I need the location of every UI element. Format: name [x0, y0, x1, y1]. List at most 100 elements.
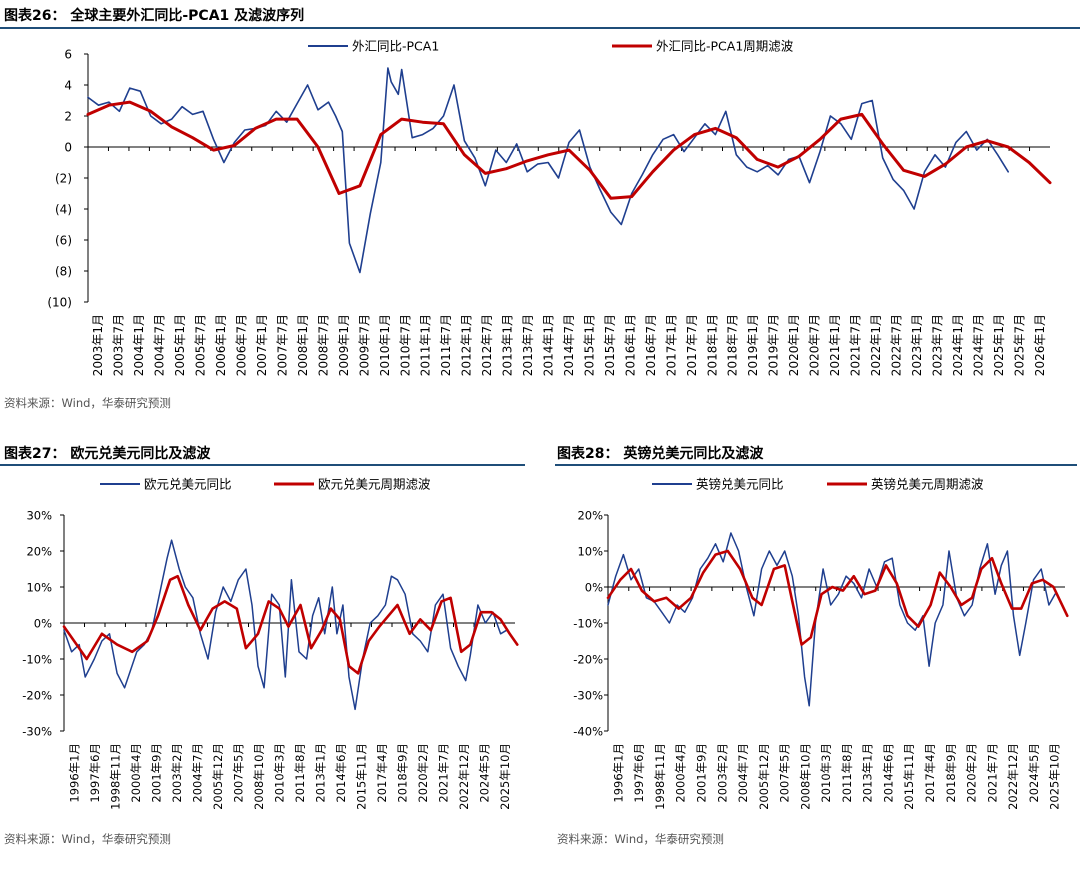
x-tick-label: 2008年7月 — [316, 314, 330, 376]
y-tick-label: (8) — [55, 265, 72, 279]
eur-usd-chart: 欧元兑美元同比 欧元兑美元周期滤波 30% 20% 10% 0% -10% -20% -30% 1… — [22, 477, 519, 810]
x-tick-label: 2001年9月 — [149, 743, 163, 803]
x-tick-label: 2015年1月 — [582, 314, 596, 376]
legend-label: 外汇同比-PCA1周期滤波 — [656, 39, 794, 54]
x-tick-label: 2014年6月 — [881, 743, 895, 803]
x-tick-label: 2011年8月 — [293, 743, 307, 803]
y-tick-label: (4) — [55, 203, 72, 217]
x-tick-label: 1996年1月 — [611, 743, 625, 803]
x-tick-label: 2025年10月 — [498, 743, 512, 810]
x-tick-label: 2020年2月 — [416, 743, 430, 803]
x-tick-label: 2012年1月 — [460, 314, 474, 376]
x-tick-label: 2016年1月 — [623, 314, 637, 376]
y-tick-label: 0 — [64, 141, 72, 155]
x-tick-label: 2003年2月 — [715, 743, 729, 803]
x-tick-label: 2021年1月 — [828, 314, 842, 376]
x-tick-label: 2025年10月 — [1048, 743, 1062, 810]
y-tick-label: 20% — [26, 545, 52, 559]
x-tick-label: 2003年1月 — [91, 314, 105, 376]
series-line-actual — [607, 532, 1056, 707]
x-tick-label: 2007年5月 — [231, 743, 245, 803]
y-tick-label: -40% — [573, 725, 603, 739]
x-tick-label: 2024年7月 — [971, 314, 985, 376]
y-tick-label: 0% — [34, 617, 52, 631]
x-tick-label: 2024年1月 — [951, 314, 965, 376]
title-rule — [0, 464, 525, 466]
x-tick-label: 2010年7月 — [398, 314, 412, 376]
y-tick-label: 20% — [577, 509, 603, 523]
x-tick-label: 2013年1月 — [501, 314, 515, 376]
legend-label: 欧元兑美元同比 — [144, 477, 232, 492]
pca1-chart: 外汇同比-PCA1 外汇同比-PCA1周期滤波 6 4 2 0 (2) (4) (6) (8) (1… — [47, 39, 1052, 376]
x-tick-label: 2006年1月 — [214, 314, 228, 376]
x-tick-label: 2014年6月 — [334, 743, 348, 803]
x-tick-label: 2023年1月 — [910, 314, 924, 376]
y-tick-label: (6) — [55, 234, 72, 248]
y-tick-label: 30% — [26, 509, 52, 523]
gbp-usd-chart: 英镑兑美元同比 英镑兑美元周期滤波 20% 10% 0% -10% -20% -30% -40%… — [573, 477, 1069, 810]
x-tick-label: 1996年1月 — [67, 743, 81, 803]
title-rule — [555, 464, 1077, 466]
x-tick-label: 2011年7月 — [439, 314, 453, 376]
y-tick-label: 6 — [64, 48, 72, 62]
series-line-actual — [87, 67, 1009, 274]
x-tick-label: 2007年7月 — [275, 314, 289, 376]
x-tick-label: 2018年1月 — [705, 314, 719, 376]
x-tick-label: 2008年1月 — [296, 314, 310, 376]
x-tick-label: 2013年1月 — [861, 743, 875, 803]
x-tick-label: 2017年4月 — [923, 743, 937, 803]
series-line-actual — [63, 539, 508, 711]
x-tick-label: 1997年6月 — [88, 743, 102, 803]
x-tick-label: 1998年11月 — [108, 743, 122, 810]
x-tick-label: 2005年12月 — [757, 743, 771, 810]
figure-title: 图表27： 欧元兑美元同比及滤波 — [4, 446, 211, 462]
x-tick-label: 2019年7月 — [767, 314, 781, 376]
x-tick-label: 2006年7月 — [235, 314, 249, 376]
x-tick-label: 2021年7月 — [849, 314, 863, 376]
x-tick-label: 2015年11月 — [902, 743, 916, 810]
x-tick-label: 2015年7月 — [603, 314, 617, 376]
x-tick-label: 2004年7月 — [190, 743, 204, 803]
source-note: 资料来源：Wind，华泰研究预测 — [4, 832, 171, 846]
x-tick-label: 1997年6月 — [632, 743, 646, 803]
x-tick-label: 2020年7月 — [808, 314, 822, 376]
y-tick-label: -10% — [22, 653, 52, 667]
x-tick-label: 2007年1月 — [255, 314, 269, 376]
x-tick-label: 2018年9月 — [395, 743, 409, 803]
x-tick-label: 2004年7月 — [153, 314, 167, 376]
x-tick-label: 2001年9月 — [694, 743, 708, 803]
x-tick-label: 2023年7月 — [930, 314, 944, 376]
x-tick-label: 2003年2月 — [170, 743, 184, 803]
x-tick-label: 2013年1月 — [313, 743, 327, 803]
x-tick-label: 2017年4月 — [375, 743, 389, 803]
x-tick-label: 2012年7月 — [480, 314, 494, 376]
x-tick-label: 2026年1月 — [1033, 314, 1047, 376]
x-tick-label: 2009年1月 — [337, 314, 351, 376]
x-tick-label: 2007年5月 — [778, 743, 792, 803]
x-tick-label: 2022年12月 — [1006, 743, 1020, 810]
y-tick-label: 0% — [585, 581, 603, 595]
x-tick-label: 2020年1月 — [787, 314, 801, 376]
x-tick-label: 2010年3月 — [272, 743, 286, 803]
y-tick-label: 2 — [64, 110, 72, 124]
x-tick-label: 2020年2月 — [965, 743, 979, 803]
legend-label: 英镑兑美元同比 — [696, 477, 784, 492]
y-tick-label: (10) — [47, 296, 72, 310]
x-tick-label: 2025年7月 — [1012, 314, 1026, 376]
x-tick-label: 2003年7月 — [112, 314, 126, 376]
x-tick-label: 2000年4月 — [674, 743, 688, 803]
x-tick-label: 2004年7月 — [736, 743, 750, 803]
x-tick-label: 2022年7月 — [889, 314, 903, 376]
x-tick-label: 2015年11月 — [354, 743, 368, 810]
x-tick-label: 2019年1月 — [746, 314, 760, 376]
x-tick-label: 2005年7月 — [194, 314, 208, 376]
x-tick-label: 2024年5月 — [1027, 743, 1041, 803]
x-tick-label: 2022年1月 — [869, 314, 883, 376]
y-tick-label: -30% — [22, 725, 52, 739]
x-tick-label: 2013年7月 — [521, 314, 535, 376]
x-tick-label: 2017年7月 — [685, 314, 699, 376]
y-tick-label: -30% — [573, 689, 603, 703]
y-tick-label: 4 — [64, 79, 72, 93]
x-tick-label: 2010年1月 — [378, 314, 392, 376]
x-tick-label: 2008年10月 — [798, 743, 812, 810]
